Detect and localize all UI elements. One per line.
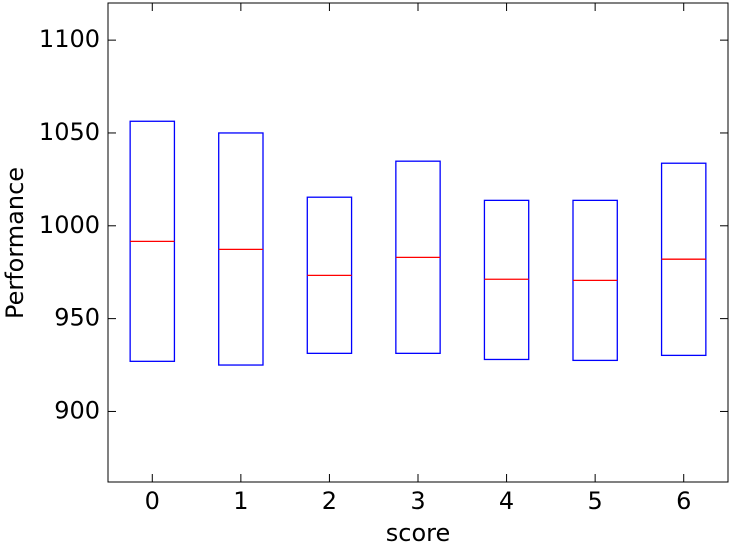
x-tick-label: 2 (322, 487, 337, 515)
x-axis-label: score (386, 519, 451, 547)
x-tick-label: 3 (410, 487, 425, 515)
x-tick-label: 5 (588, 487, 603, 515)
y-axis-label: Performance (1, 167, 29, 319)
plot-frame (107, 2, 729, 483)
x-tick-label: 6 (676, 487, 691, 515)
y-tick-label: 1100 (39, 25, 100, 53)
y-tick-label: 950 (54, 304, 100, 332)
y-tick-label: 900 (54, 396, 100, 424)
y-tick-label: 1050 (39, 118, 100, 146)
x-tick-label: 1 (233, 487, 248, 515)
x-tick-label: 4 (499, 487, 514, 515)
y-tick-label: 1000 (39, 211, 100, 239)
x-tick-label: 0 (145, 487, 160, 515)
